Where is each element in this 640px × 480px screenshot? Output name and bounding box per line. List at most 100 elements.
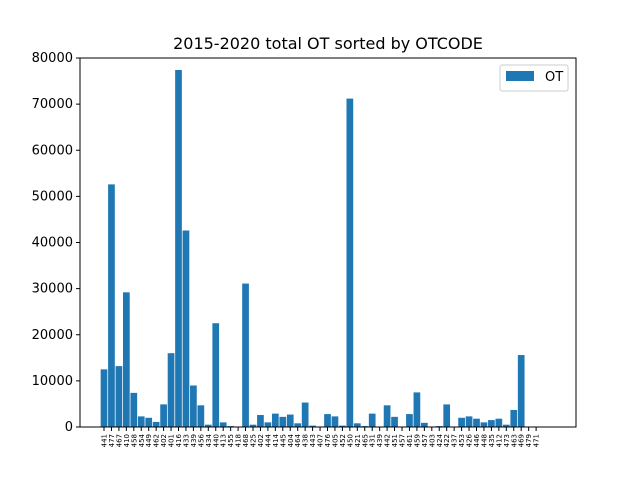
x-tick-label: 464 [294,433,302,447]
x-tick-label: 456 [197,433,205,447]
y-tick-label: 50000 [32,189,73,204]
bar [309,425,316,427]
bar [279,416,287,427]
bar [391,416,398,427]
bar [100,369,108,427]
bar [473,418,480,427]
bar [122,292,130,427]
x-tick-label: 421 [354,434,362,447]
x-tick-label: 439 [376,434,384,447]
x-tick-label: 457 [421,434,429,447]
x-tick-label: 442 [384,434,392,447]
x-tick-label: 462 [153,434,161,447]
bar [420,422,428,427]
bar [152,421,160,427]
bar [406,414,413,427]
bar [167,353,175,427]
bar [204,424,212,427]
x-tick-label: 454 [138,433,146,447]
x-tick-label: 416 [175,433,183,447]
x-tick-label: 445 [279,434,287,447]
x-tick-label: 424 [436,433,444,447]
bar [219,422,227,427]
bar [264,422,272,427]
x-tick-label: 450 [346,434,354,447]
x-tick-label: 440 [212,434,220,447]
x-tick-label: 405 [331,434,339,447]
x-tick-label: 434 [205,433,213,447]
bar [197,405,205,427]
x-axis: 441 477 467 410 458 454 449 462 402 401 416 433 439 4… [101,427,541,447]
x-tick-label: 461 [406,434,414,447]
x-tick-label: 463 [510,434,518,447]
x-tick-label: 476 [324,433,332,447]
x-tick-label: 453 [458,434,466,447]
bar [510,409,518,427]
y-tick-label: 40000 [32,236,73,251]
x-tick-label: 444 [264,433,272,447]
x-tick-label: 469 [518,434,526,447]
bar [502,424,510,427]
bar [242,283,249,427]
bar [488,420,495,427]
y-tick-label: 60000 [32,143,73,158]
x-tick-label: 401 [168,434,176,447]
bar [190,385,197,427]
bar [301,402,309,427]
x-tick-label: 457 [399,434,407,447]
bar [368,413,376,427]
bar [413,392,421,427]
x-tick-label: 402 [160,434,168,447]
x-tick-label: 422 [443,434,451,447]
y-tick-label: 80000 [32,51,73,66]
x-tick-label: 418 [235,434,243,447]
bar [443,404,451,427]
y-tick-label: 10000 [32,374,73,389]
chart-title: 2015-2020 total OT sorted by OTCODE [173,34,483,53]
bar [212,323,220,427]
bar [137,416,145,427]
x-tick-label: 467 [115,434,123,447]
x-tick-label: 449 [145,434,153,447]
y-tick-label: 30000 [32,282,73,297]
x-tick-label: 435 [488,434,496,447]
bar [108,184,115,427]
bar [175,69,182,428]
bar [517,355,525,427]
bar [130,392,138,427]
bar [115,366,123,427]
x-tick-label: 402 [257,434,265,447]
bar [294,423,302,427]
x-tick-label: 410 [123,434,131,447]
bar [182,230,190,427]
bar [495,418,503,427]
bar [257,415,264,427]
x-tick-label: 448 [480,434,488,447]
bar [458,417,465,427]
x-tick-label: 404 [287,433,295,447]
bar [249,424,257,427]
x-tick-label: 437 [451,434,459,447]
legend-label: OT [545,70,563,85]
legend-swatch [506,71,534,81]
x-tick-label: 459 [413,434,421,447]
bar [331,416,339,427]
bar [339,425,346,427]
x-tick-label: 451 [391,434,399,447]
x-tick-label: 426 [466,433,474,447]
bars-group [100,69,525,428]
bar [160,404,167,427]
x-tick-label: 443 [309,434,317,447]
bar [346,98,354,427]
y-tick-label: 0 [65,420,73,435]
bar [480,422,488,427]
x-tick-label: 479 [525,434,533,447]
x-tick-label: 431 [369,434,377,447]
x-tick-label: 468 [242,434,250,447]
x-tick-label: 433 [182,434,190,447]
x-tick-label: 439 [190,434,198,447]
legend: OT [499,64,569,92]
bar [383,405,391,427]
x-tick-label: 425 [250,434,258,447]
